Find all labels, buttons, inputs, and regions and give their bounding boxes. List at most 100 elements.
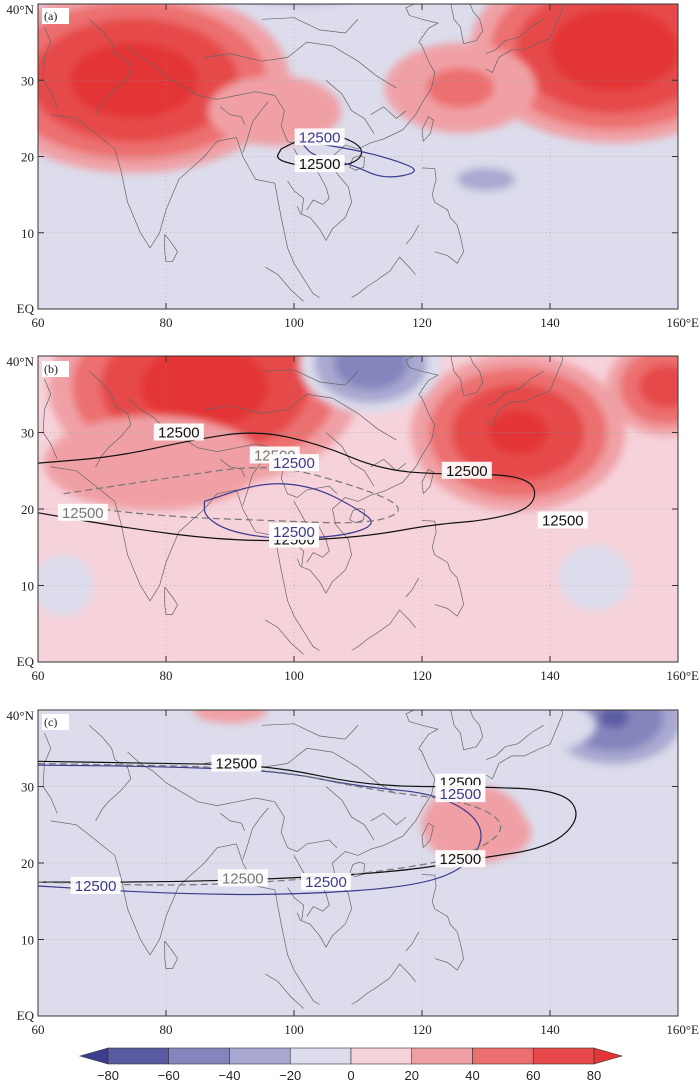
colorbar-tick-label: 60 (526, 1068, 540, 1083)
coastline (50, 114, 320, 298)
coastline (485, 725, 544, 761)
coastline (88, 725, 132, 822)
contours-b: 1250012500125001250012500125001250012500 (38, 423, 588, 549)
coastline (204, 41, 397, 89)
anomaly-layer (38, 710, 678, 1016)
coast-layer (42, 356, 564, 655)
contour-label-bg (217, 869, 268, 887)
anomaly-field-b (38, 356, 678, 662)
contour-label: 12500 (305, 874, 347, 891)
x-tick-label: 60 (32, 1022, 45, 1037)
coastline (485, 4, 564, 74)
contour-layer: 12500 12500 (276, 128, 415, 178)
colorbar-cell (107, 1047, 170, 1065)
anomaly-field-a (38, 4, 678, 309)
coastline (485, 356, 564, 426)
coastline (349, 861, 365, 878)
contour-layer: 1250012500125001250012500125001250012500 (38, 423, 588, 549)
contour-label: 12500 (273, 455, 315, 472)
anomaly-layer (38, 4, 678, 309)
coastline (220, 106, 246, 125)
panel-a: 12500 12500 60 80 100 120 140 160°E EQ 10 20 30 40°… (6, 2, 699, 330)
coastline (164, 234, 178, 263)
anomaly-cell (333, 356, 408, 390)
coastline (88, 19, 132, 115)
coastline (127, 45, 275, 100)
y-tick-label: 40°N (6, 2, 34, 17)
panel-label-a: (a) (44, 9, 57, 23)
x-tick-label: 80 (160, 668, 173, 683)
x-tick-label: 100 (284, 668, 304, 683)
anomaly-cell (208, 75, 342, 146)
panel-label-bg-c (42, 714, 69, 730)
coastline (265, 266, 304, 302)
x-tick-label: 60 (32, 668, 45, 683)
y-tick-label: EQ (17, 654, 35, 669)
coastline (261, 17, 359, 34)
coastline (127, 751, 275, 806)
colorbar-cell (411, 1047, 473, 1065)
contour-label-bg (537, 511, 588, 529)
coastline (127, 397, 275, 452)
anomaly-cell (214, 4, 387, 15)
anomaly-cell (428, 710, 596, 757)
contour-label-bg (435, 785, 486, 803)
coastline (370, 458, 407, 472)
coastline (405, 931, 420, 952)
anomaly-cell (456, 167, 516, 191)
coastline (293, 501, 330, 563)
anomaly-blobs (38, 710, 678, 865)
colorbar-cell (289, 1047, 352, 1065)
y-tick-label: 30 (21, 426, 34, 441)
coastline (421, 167, 464, 264)
anomaly-field-c (38, 710, 678, 1016)
coastline (325, 80, 375, 134)
colorbar-tick-label: 0 (347, 1068, 354, 1083)
coastline (265, 973, 304, 1009)
coastline (42, 26, 58, 108)
colorbar-tick-label: −20 (279, 1068, 301, 1083)
coastline (450, 356, 484, 397)
contour-label-bg (211, 754, 262, 772)
colorbar-tick-label: 40 (465, 1068, 479, 1083)
coastline (485, 18, 544, 54)
coastlines-b (42, 356, 564, 655)
y-tick-label: 10 (21, 933, 34, 948)
coastlines-a (42, 4, 564, 302)
anomaly-cell (549, 8, 678, 92)
contours-a: 12500 12500 (276, 128, 415, 178)
contour-label-bg (441, 461, 492, 479)
contour-label-bg (153, 423, 204, 441)
colorbar-cell (168, 1047, 230, 1065)
y-tick-label: 10 (21, 226, 34, 241)
coastline (421, 822, 434, 848)
anomaly-cell (38, 747, 77, 811)
contour-label: 12500 (222, 870, 264, 887)
coastline (274, 801, 338, 852)
contour-line-blue (203, 483, 372, 539)
x-tick-label: 100 (284, 1022, 304, 1037)
coastlines-c (42, 710, 564, 1009)
anomaly-cell (639, 364, 678, 409)
coastline (405, 577, 420, 598)
colorbar: −80 −60 −40 −20 0 20 40 60 80 (78, 1047, 624, 1083)
y-tick-label: 20 (21, 856, 34, 871)
coastline (220, 459, 246, 478)
coastline (164, 940, 178, 969)
colorbar-tip-high (593, 1047, 624, 1065)
anomaly-cell (426, 67, 495, 109)
contour-label: 12500 (273, 524, 315, 541)
coastline (370, 812, 407, 826)
colorbar-cell (472, 1047, 534, 1065)
coastline (351, 256, 416, 298)
contour-label-bg (301, 873, 351, 891)
coastline (265, 619, 304, 655)
coastline (421, 468, 434, 494)
y-tick-label: 10 (21, 579, 34, 594)
coastline (405, 224, 420, 245)
ticks-c: 60 80 100 120 140 160°E EQ 10 20 30 40°N (6, 708, 699, 1037)
coastline (50, 820, 320, 1005)
coastline (421, 116, 434, 142)
